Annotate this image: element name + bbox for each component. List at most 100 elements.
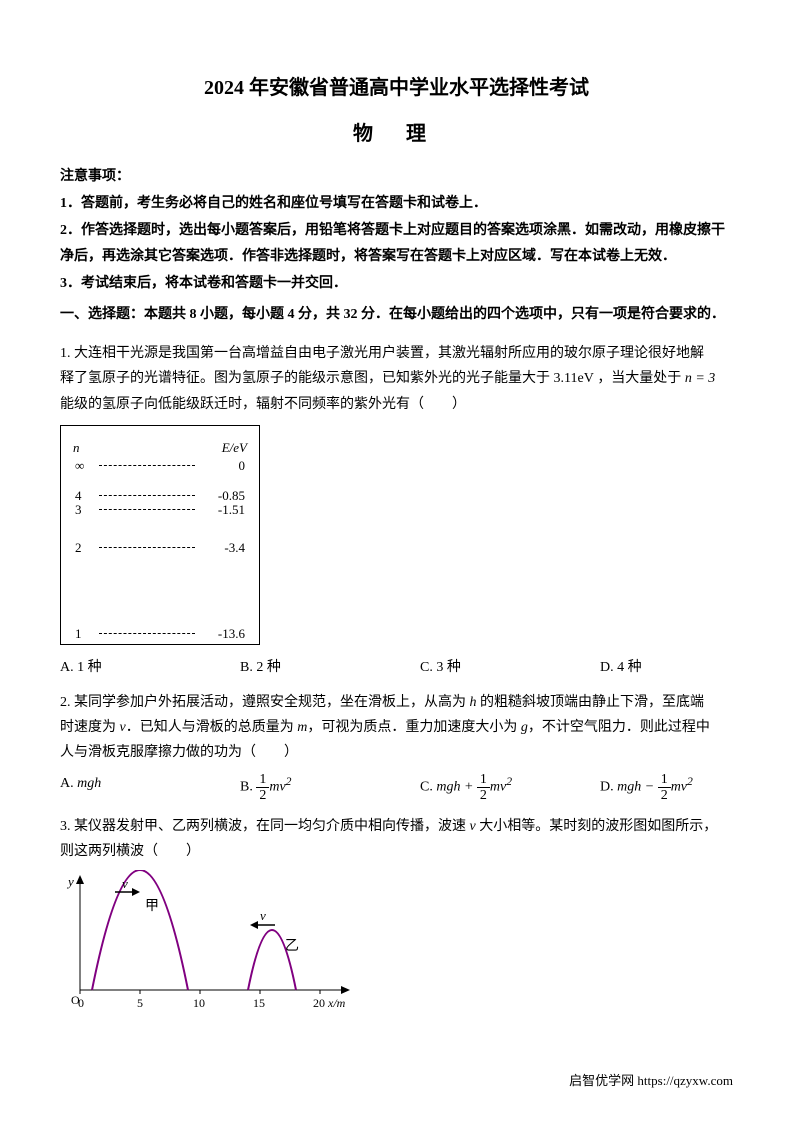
q2-opt-d-after: mv — [671, 780, 687, 795]
title-sub: 物 理 — [60, 116, 733, 152]
level-line-inf — [99, 465, 195, 466]
tick-label-15: 15 — [253, 996, 265, 1010]
y-axis-arrow-icon — [76, 875, 84, 884]
q2-stem-d: ．已知人与滑板的总质量为 — [126, 720, 298, 735]
q1-stem-b: 释了氢原子的光谱特征。图为氢原子的能级示意图，已知紫外光的光子能量大于 — [60, 371, 554, 386]
tick-label-20: 20 — [313, 996, 325, 1010]
q2-opt-c-label: C. — [420, 780, 433, 795]
q2-stem-f: ，不计空气阻力．则此过程中 — [528, 720, 710, 735]
y-axis-label: y — [66, 874, 74, 889]
level-e-3: -1.51 — [201, 498, 245, 521]
level-e-2: -3.4 — [201, 536, 245, 559]
level-n-1: 1 — [75, 622, 93, 645]
page-footer: 启智优学网 https://qzyxw.com — [569, 1069, 733, 1092]
question-1: 1. 大连相干光源是我国第一台高增益自由电子激光用户装置，其激光辐射所应用的玻尔… — [60, 341, 733, 417]
question-3: 3. 某仪器发射甲、乙两列横波，在同一均匀介质中相向传播，波速 v 大小相等。某… — [60, 814, 733, 864]
exam-page: 2024 年安徽省普通高中学业水平选择性考试 物 理 注意事项： 1．答题前，考… — [0, 0, 793, 1122]
q2-opt-b-sup: 2 — [286, 775, 292, 788]
level-line-2 — [99, 547, 195, 548]
q2-options: A. mgh B. 12mv2 C. mgh + 12mv2 D. mgh − … — [60, 771, 733, 803]
q1-stem-a: 1. 大连相干光源是我国第一台高增益自由电子激光用户装置，其激光辐射所应用的玻尔… — [60, 346, 704, 361]
q2-opt-b-den: 2 — [256, 788, 269, 803]
wave-yi-v-label: v — [260, 908, 266, 923]
q2-stem-b: 的粗糙斜坡顶端由静止下滑，至底端 — [477, 695, 705, 710]
level-n-2: 2 — [75, 536, 93, 559]
q2-opt-d-pre: mgh − — [617, 780, 658, 795]
energy-level-inf: ∞ 0 — [75, 454, 245, 477]
q1-option-a: A. 1 种 — [60, 655, 180, 680]
q2-opt-c-num: 1 — [477, 772, 490, 788]
q2-option-a: A. mgh — [60, 771, 180, 803]
q2-option-c: C. mgh + 12mv2 — [420, 771, 540, 803]
wave-jia-v-label: v — [122, 876, 128, 891]
level-n-inf: ∞ — [75, 454, 93, 477]
section-1-heading: 一、选择题：本题共 8 小题，每小题 4 分，共 32 分．在每小题给出的四个选… — [60, 302, 733, 327]
q1-option-c: C. 3 种 — [420, 655, 540, 680]
q2-stem-a: 2. 某同学参加户外拓展活动，遵照安全规范，坐在滑板上，从高为 — [60, 695, 470, 710]
q2-option-b: B. 12mv2 — [240, 771, 360, 803]
q1-stem-c: ，当大量处于 — [597, 371, 685, 386]
q2-stem-c: 时速度为 — [60, 720, 120, 735]
instructions-heading: 注意事项： — [60, 164, 733, 189]
wave-yi-label: 乙 — [285, 938, 299, 954]
q1-options: A. 1 种 B. 2 种 C. 3 种 D. 4 种 — [60, 655, 733, 680]
q2-stem-e: ，可视为质点．重力加速度大小为 — [307, 720, 521, 735]
wave-yi-arrow-icon — [250, 921, 258, 929]
q2-opt-c-frac: 12 — [477, 772, 490, 804]
q2-opt-d-label: D. — [600, 780, 614, 795]
instruction-item-3: 3．考试结束后，将本试卷和答题卡一并交回． — [60, 271, 733, 296]
q1-opt-b-text: 2 种 — [256, 660, 281, 675]
q1-ev-value: 3.11eV — [554, 371, 594, 386]
q1-option-d: D. 4 种 — [600, 655, 720, 680]
q1-opt-a-label: A. — [60, 660, 74, 675]
q2-opt-c-pre: mgh + — [436, 780, 477, 795]
wave-svg: 0 5 10 15 20 x/m y O v 甲 v 乙 — [60, 870, 360, 1020]
x-axis-arrow-icon — [341, 986, 350, 994]
q3-stem-b: 大小相等。某时刻的波形图如图所示， — [476, 819, 718, 834]
q2-opt-d-den: 2 — [658, 788, 671, 803]
level-line-1 — [99, 633, 195, 634]
energy-level-3: 3 -1.51 — [75, 498, 245, 521]
level-n-3: 3 — [75, 498, 93, 521]
q3-stem-c: 则这两列横波（ ） — [60, 844, 200, 859]
q2-opt-a-expr: mgh — [77, 776, 101, 791]
q1-opt-c-label: C. — [420, 660, 433, 675]
x-axis-label: x/m — [327, 996, 346, 1010]
wave-jia-arrow-icon — [132, 888, 140, 896]
q1-stem-d: 能级的氢原子向低能级跃迁时，辐射不同频率的紫外光有（ ） — [60, 397, 466, 412]
q2-var-h: h — [470, 695, 477, 710]
wave-diagram: 0 5 10 15 20 x/m y O v 甲 v 乙 — [60, 870, 360, 1020]
tick-label-10: 10 — [193, 996, 205, 1010]
q2-opt-b-num: 1 — [256, 772, 269, 788]
q2-opt-b-label: B. — [240, 780, 253, 795]
wave-jia-curve — [92, 870, 188, 990]
instruction-item-2: 2．作答选择题时，选出每小题答案后，用铅笔将答题卡上对应题目的答案选项涂黑．如需… — [60, 218, 733, 268]
q2-opt-d-num: 1 — [658, 772, 671, 788]
q2-opt-b-frac: 12 — [256, 772, 269, 804]
q1-option-b: B. 2 种 — [240, 655, 360, 680]
instruction-item-1: 1．答题前，考生务必将自己的姓名和座位号填写在答题卡和试卷上． — [60, 191, 733, 216]
q2-var-m: m — [297, 720, 307, 735]
q1-opt-b-label: B. — [240, 660, 253, 675]
origin-O: O — [71, 993, 80, 1007]
q1-opt-c-text: 3 种 — [436, 660, 461, 675]
q2-opt-b-after: mv — [269, 780, 285, 795]
q2-option-d: D. mgh − 12mv2 — [600, 771, 720, 803]
q2-stem-g: 人与滑板克服摩擦力做的功为（ ） — [60, 745, 298, 760]
wave-jia-label: 甲 — [145, 899, 159, 914]
level-line-4 — [99, 495, 195, 496]
level-line-3 — [99, 509, 195, 510]
question-2: 2. 某同学参加户外拓展活动，遵照安全规范，坐在滑板上，从高为 h 的粗糙斜坡顶… — [60, 690, 733, 766]
q3-stem-a: 3. 某仪器发射甲、乙两列横波，在同一均匀介质中相向传播，波速 — [60, 819, 470, 834]
q2-opt-d-frac: 12 — [658, 772, 671, 804]
tick-label-5: 5 — [137, 996, 143, 1010]
instructions-block: 注意事项： 1．答题前，考生务必将自己的姓名和座位号填写在答题卡和试卷上． 2．… — [60, 164, 733, 296]
q2-opt-c-after: mv — [490, 780, 506, 795]
q2-var-g: g — [521, 720, 528, 735]
q1-n-eq: n = 3 — [685, 371, 715, 386]
energy-level-1: 1 -13.6 — [75, 622, 245, 645]
title-main: 2024 年安徽省普通高中学业水平选择性考试 — [60, 70, 733, 106]
q2-opt-d-sup: 2 — [687, 775, 693, 788]
energy-level-diagram: n E/eV ∞ 0 4 -0.85 3 -1.51 2 -3.4 1 -13.… — [60, 425, 260, 645]
level-e-inf: 0 — [201, 454, 245, 477]
